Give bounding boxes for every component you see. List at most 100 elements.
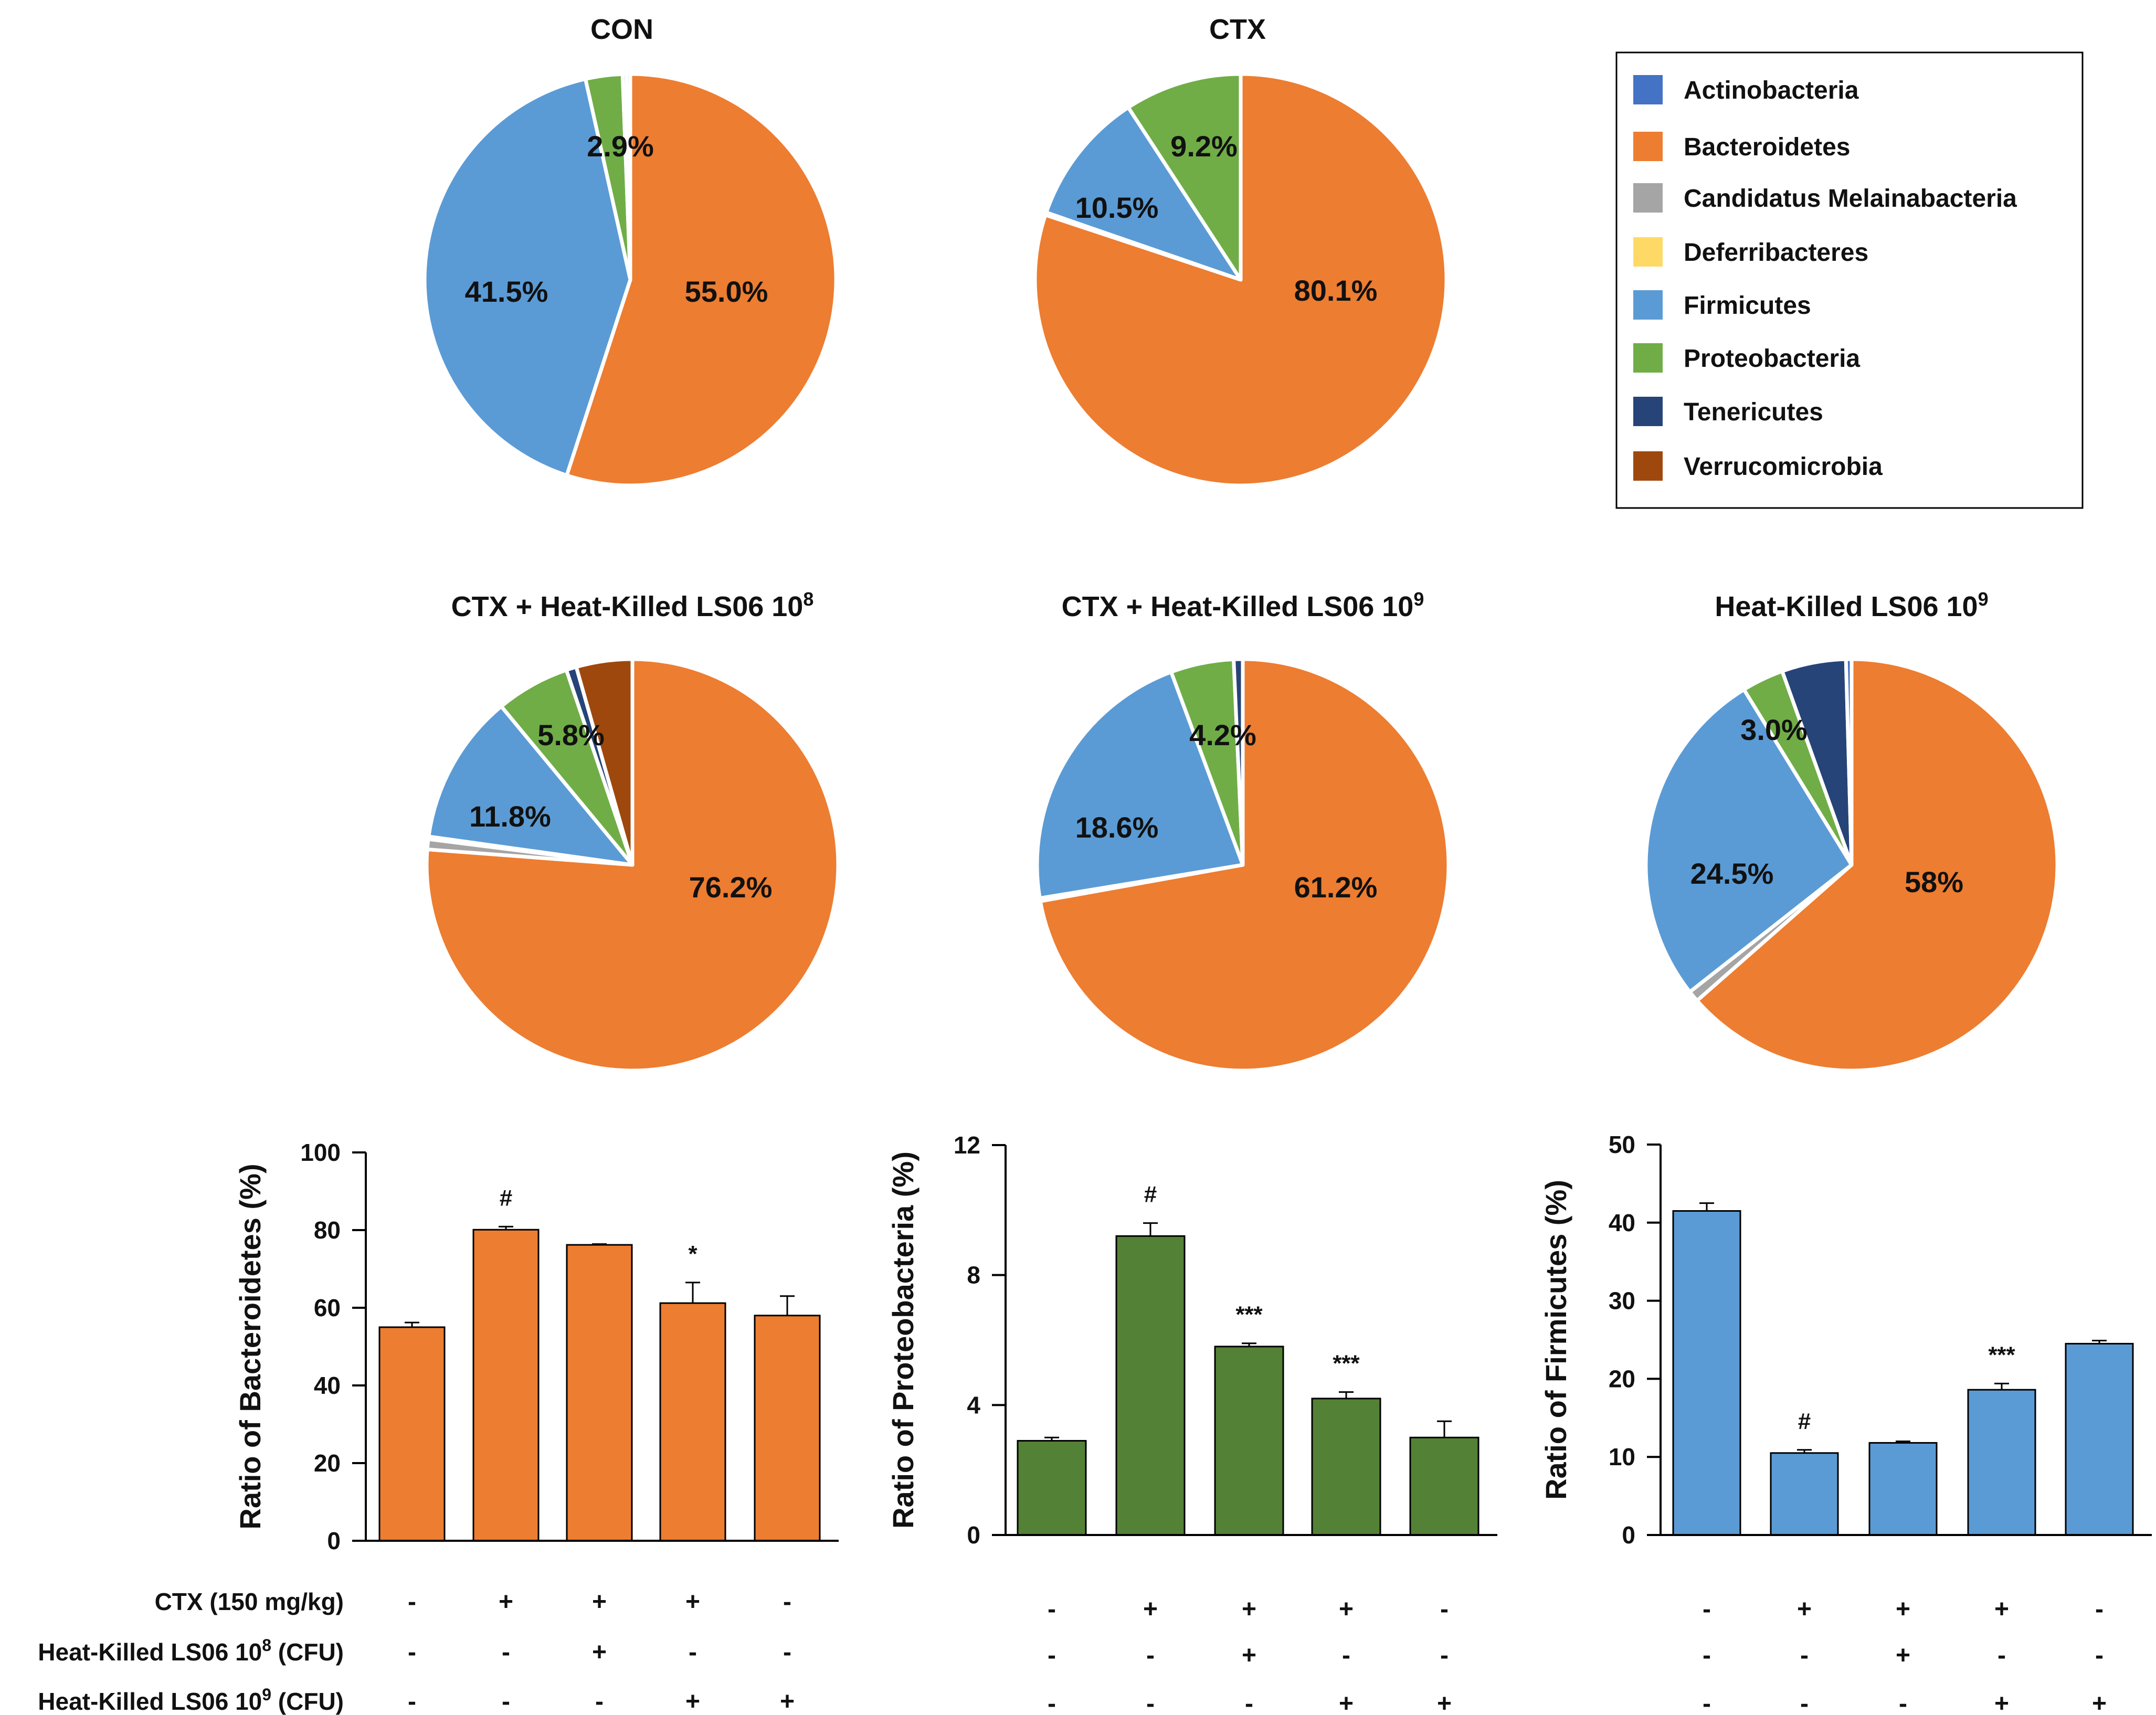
treatment-sign: -: [1703, 1595, 1711, 1623]
bar: [754, 1315, 821, 1542]
treatment-sign: -: [1245, 1690, 1253, 1715]
treatment-unit: (CFU): [271, 1688, 344, 1715]
treatment-sign: -: [1048, 1690, 1056, 1715]
pie-slice-firmicutes: [1644, 687, 1854, 994]
bar: [1115, 1235, 1186, 1536]
treatment-sign: +: [1994, 1595, 2009, 1623]
significance-marker: *: [688, 1241, 697, 1267]
bar: [1868, 1442, 1938, 1536]
treatment-sign: -: [502, 1638, 510, 1666]
y-tick-label: 20: [314, 1449, 341, 1477]
bar: [1770, 1452, 1839, 1536]
pie-charts: CON 55.0% 41.5% 2.9% CTX 80.1% 10.5% 9.2% CTX + …: [422, 14, 2059, 1073]
pie-slice-candidatus-melainabacteria: [625, 72, 632, 282]
treatment-exponent: 9: [262, 1685, 271, 1704]
treatment-row: Heat-Killed LS06 108 (CFU) - - + - - - - + - - - - + -…: [38, 1636, 2104, 1669]
treatment-sign: -: [1048, 1595, 1056, 1623]
pie-title: CON: [590, 14, 653, 45]
treatment-sign: -: [1048, 1642, 1056, 1669]
legend-swatch: [1633, 451, 1663, 481]
treatment-sign: -: [783, 1638, 791, 1666]
y-tick-label: 80: [314, 1216, 341, 1244]
treatment-sign: -: [408, 1688, 416, 1715]
y-tick-label: 10: [1609, 1443, 1635, 1470]
pie-slice-tenericutes: [1232, 657, 1245, 867]
legend-swatch: [1633, 290, 1663, 320]
legend-label: Proteobacteria: [1684, 345, 1860, 373]
y-axis-label: Ratio of Firmicutes (%): [1539, 1180, 1572, 1500]
treatment-sign: -: [1146, 1642, 1155, 1669]
y-tick-label: 8: [967, 1262, 980, 1289]
pie-slice-bacteroidetes: [1695, 657, 2059, 1073]
pie-slice-firmicutes: [422, 77, 632, 478]
treatment-sign: +: [1896, 1595, 1910, 1623]
treatment-sign: +: [685, 1688, 700, 1715]
legend-item: Proteobacteria: [1633, 343, 1860, 373]
bar: [566, 1244, 633, 1542]
treatment-table: CTX (150 mg/kg) - + + + - - + + + - - + + + -Heat-Kille…: [38, 1588, 2107, 1715]
pie-chart-5: Heat-Killed LS06 109 58% 24.5% 3.0%: [1644, 588, 2059, 1073]
treatment-sign: -: [1703, 1690, 1711, 1715]
y-axis-label: Ratio of Bacteroidetes (%): [234, 1164, 267, 1530]
treatment-sign: -: [1146, 1690, 1155, 1715]
treatment-sign: -: [1800, 1690, 1809, 1715]
legend-label: Deferribacteres: [1684, 239, 1868, 267]
significance-marker: #: [1144, 1182, 1157, 1208]
y-tick-label: 40: [314, 1372, 341, 1399]
bar: [659, 1302, 726, 1542]
legend-item: Tenericutes: [1633, 397, 1823, 426]
legend-item: Verrucomicrobia: [1633, 451, 1883, 481]
bar: [1672, 1210, 1741, 1536]
treatment-exponent: 8: [262, 1636, 271, 1655]
treatment-sign: +: [592, 1638, 607, 1666]
treatment-sign: -: [783, 1588, 791, 1616]
pie-slice-label: 58%: [1905, 865, 1963, 898]
treatment-name: Heat-Killed LS06 10: [38, 1688, 262, 1715]
pie-slice-label: 2.9%: [587, 130, 654, 163]
legend-label: Candidatus Melainabacteria: [1684, 185, 2017, 213]
bar-chart-1: # * 0 20 40 60 80 100 Ratio of Bacteroidetes (%): [234, 1139, 839, 1554]
y-tick-label: 60: [314, 1294, 341, 1321]
pie-chart-3: CTX + Heat-Killed LS06 108 76.2% 11.8% 5.8%: [425, 588, 840, 1073]
pie-title: Heat-Killed LS06 109: [1715, 588, 1988, 622]
bar: [1017, 1439, 1087, 1536]
pie-slice-label: 80.1%: [1294, 274, 1378, 307]
treatment-unit: (CFU): [271, 1638, 344, 1666]
pie-slice-label: 24.5%: [1690, 857, 1774, 890]
pie-slice-label: 9.2%: [1170, 130, 1238, 163]
treatment-sign: +: [1143, 1595, 1158, 1623]
bar: [2065, 1342, 2134, 1536]
legend-item: Firmicutes: [1633, 290, 1811, 320]
bar: [378, 1326, 446, 1542]
pie-slice-label: 55.0%: [685, 275, 768, 308]
treatment-sign: -: [1703, 1642, 1711, 1669]
y-tick-label: 0: [327, 1527, 341, 1554]
legend-swatch: [1633, 343, 1663, 373]
treatment-sign: +: [1994, 1690, 2009, 1715]
treatment-sign: +: [1797, 1595, 1812, 1623]
treatment-sign: -: [1342, 1642, 1350, 1669]
significance-marker: ***: [1235, 1302, 1263, 1328]
pie-slice-label: 61.2%: [1294, 871, 1378, 904]
pie-slice-label: 11.8%: [469, 800, 551, 833]
treatment-row: Heat-Killed LS06 109 (CFU) - - - + + - - - + + - - - +…: [38, 1685, 2107, 1715]
treatment-sign: +: [1896, 1642, 1910, 1669]
pie-title: CTX + Heat-Killed LS06 109: [1062, 588, 1424, 622]
y-tick-label: 100: [300, 1139, 341, 1166]
treatment-sign: -: [1440, 1642, 1449, 1669]
legend-swatch: [1633, 397, 1663, 426]
legend-item: Deferribacteres: [1633, 237, 1868, 267]
treatment-sign: +: [1339, 1595, 1354, 1623]
pie-slice-label: 10.5%: [1075, 191, 1159, 224]
treatment-sign: +: [1242, 1642, 1256, 1669]
legend-label: Bacteroidetes: [1684, 133, 1850, 161]
pie-slice-label: 5.8%: [537, 718, 605, 751]
legend-swatch: [1633, 183, 1663, 213]
treatment-sign: -: [2095, 1595, 2104, 1623]
pie-slice-label: 4.2%: [1189, 718, 1256, 751]
treatment-sign: -: [1998, 1642, 2006, 1669]
treatment-sign: -: [595, 1688, 604, 1715]
pie-chart-4: CTX + Heat-Killed LS06 109 61.2% 18.6% 4.2%: [1035, 588, 1451, 1073]
pie-slice-bacteroidetes: [425, 657, 840, 1073]
